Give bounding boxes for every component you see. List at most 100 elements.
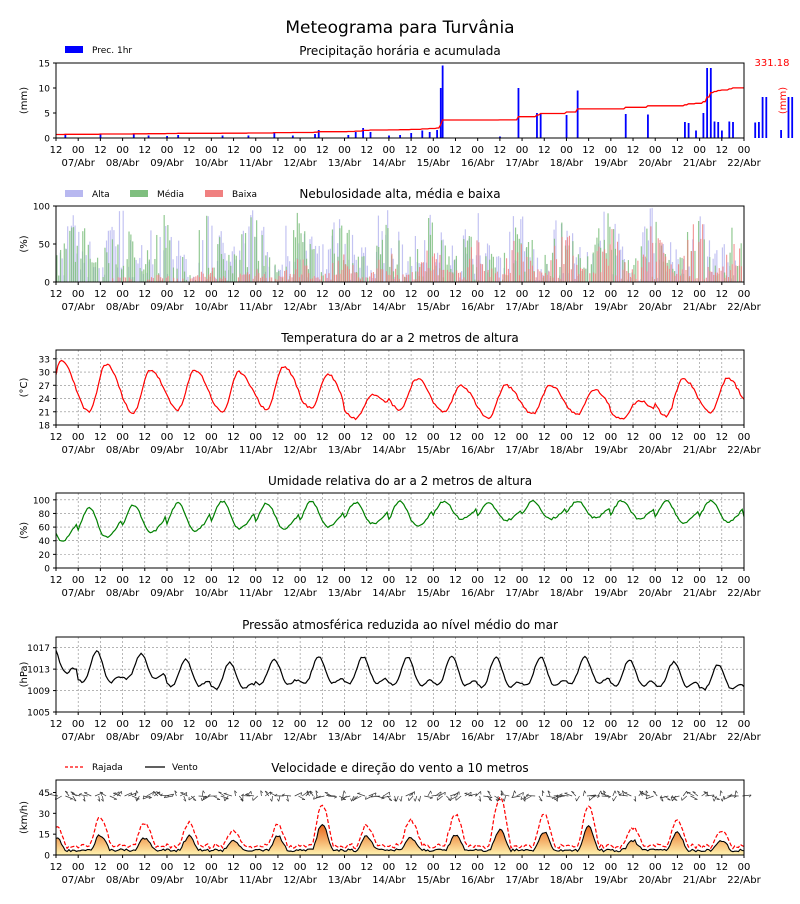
- wind-date-label: 11/Abr: [239, 875, 273, 886]
- cloud-bar-media: [585, 269, 586, 282]
- cloud-ylabel: (%): [19, 235, 30, 252]
- temp-xtick-label: 00: [116, 432, 129, 443]
- wind-direction-barb: [724, 796, 731, 799]
- precip-ylabel: (mm): [19, 87, 30, 114]
- cloud-bar-baixa: [349, 269, 350, 282]
- pressure-date-label: 12/Abr: [283, 732, 317, 743]
- precip-date-label: 15/Abr: [417, 158, 451, 169]
- precip-bar: [714, 122, 716, 139]
- wind-xtick-label: 12: [715, 862, 728, 873]
- cloud-bar-baixa: [684, 256, 685, 282]
- temp-date-label: 20/Abr: [639, 445, 673, 456]
- cloud-bar-baixa: [658, 238, 659, 282]
- precip-xtick-label: 12: [671, 145, 684, 156]
- precip-bar: [706, 68, 708, 138]
- cloud-bar-baixa: [430, 271, 431, 282]
- cloud-bar-baixa: [709, 271, 710, 282]
- cloud-bar-baixa: [471, 247, 472, 282]
- cloud-bar-media: [184, 272, 185, 282]
- wind-direction-barb-tick: [149, 798, 152, 799]
- cloud-bar-baixa: [645, 257, 646, 282]
- cloud-bar-baixa: [563, 264, 564, 282]
- humidity-date-label: 09/Abr: [150, 588, 184, 599]
- cloud-bar-baixa: [532, 266, 533, 282]
- cloud-bar-baixa: [451, 272, 452, 282]
- cloud-bar-media: [91, 262, 92, 282]
- cloud-date-label: 17/Abr: [505, 302, 539, 313]
- precip-date-label: 16/Abr: [461, 158, 495, 169]
- cloud-bar-baixa: [382, 269, 383, 282]
- cloud-bar-baixa: [480, 264, 481, 282]
- cloud-ytick-label: 50: [39, 241, 51, 251]
- cloud-bar-baixa: [369, 277, 370, 282]
- humidity-xtick-label: 12: [538, 575, 551, 586]
- wind-xtick-label: 12: [316, 862, 329, 873]
- wind-direction-barb: [613, 796, 616, 801]
- cloud-bar-baixa: [549, 272, 550, 282]
- cloud-bar-media: [134, 257, 135, 282]
- wind-date-label: 12/Abr: [283, 875, 317, 886]
- humidity-date-label: 15/Abr: [417, 588, 451, 599]
- cloud-bar-baixa: [129, 278, 130, 282]
- wind-direction-barb: [125, 793, 132, 796]
- precip-date-label: 17/Abr: [505, 158, 539, 169]
- wind-xtick-label: 12: [272, 862, 285, 873]
- humidity-xtick-label: 12: [494, 575, 507, 586]
- temp-date-label: 18/Abr: [550, 445, 584, 456]
- cloud-bar-baixa: [728, 277, 729, 282]
- cloud-bar-baixa: [297, 259, 298, 282]
- cloud-bar-alta: [653, 253, 654, 282]
- cloud-bar-media: [299, 223, 300, 282]
- temp-xtick-label: 00: [604, 432, 617, 443]
- wind-xtick-label: 00: [294, 862, 307, 873]
- temp-date-label: 16/Abr: [461, 445, 495, 456]
- cloud-bar-baixa: [624, 262, 625, 282]
- humidity-xtick-label: 00: [338, 575, 351, 586]
- cloud-bar-baixa: [377, 268, 378, 282]
- pressure-date-label: 17/Abr: [505, 732, 539, 743]
- temp-date-label: 08/Abr: [106, 445, 140, 456]
- cloud-bar-alta: [319, 246, 320, 282]
- humidity-xtick-label: 00: [693, 575, 706, 586]
- cloud-bar-baixa: [569, 236, 570, 282]
- cloud-bar-media: [141, 271, 142, 282]
- cloud-bar-media: [69, 231, 70, 282]
- temp-date-label: 17/Abr: [505, 445, 539, 456]
- precip-bar: [314, 134, 316, 138]
- precip-bar: [625, 114, 627, 138]
- precip-date-label: 07/Abr: [61, 158, 95, 169]
- cloud-bar-baixa: [328, 273, 329, 282]
- cloud-xtick-label: 00: [693, 289, 706, 300]
- cloud-bar-baixa: [314, 276, 315, 282]
- cloud-bar-baixa: [556, 259, 557, 282]
- cloud-bar-baixa: [711, 272, 712, 282]
- cloud-xtick-label: 00: [427, 289, 440, 300]
- precip-ylabel-right: (mm): [778, 87, 789, 114]
- cloud-xtick-label: 12: [405, 289, 418, 300]
- cloud-bar-baixa: [685, 270, 686, 282]
- precip-bar: [762, 97, 764, 138]
- wind-direction-barb-tick: [414, 799, 415, 802]
- cloud-bar-baixa: [419, 267, 420, 282]
- temp-xtick-label: 12: [494, 432, 507, 443]
- cloud-bar-baixa: [660, 240, 661, 282]
- cloud-date-label: 18/Abr: [550, 302, 584, 313]
- cloud-bar-baixa: [336, 275, 337, 282]
- temp-xtick-label: 00: [338, 432, 351, 443]
- cloud-bar-baixa: [652, 243, 653, 282]
- cloud-bar-baixa: [467, 267, 468, 282]
- cloud-bar-alta: [160, 237, 161, 282]
- wind-direction-barb-tick: [136, 791, 138, 794]
- cloud-bar-alta: [171, 237, 172, 282]
- cloud-bar-baixa: [439, 255, 440, 282]
- wind-direction-barb-tick: [430, 798, 433, 799]
- cloud-bar-baixa: [460, 272, 461, 282]
- cloud-ytick-label: 0: [44, 279, 50, 289]
- humidity-ylabel: (%): [19, 522, 30, 539]
- cloud-bar-alta: [119, 211, 120, 282]
- pressure-xtick-label: 00: [738, 719, 751, 730]
- precip-xtick-label: 12: [94, 145, 107, 156]
- wind-date-label: 19/Abr: [594, 875, 628, 886]
- cloud-xtick-label: 12: [316, 289, 329, 300]
- cloud-bar-alta: [243, 231, 244, 282]
